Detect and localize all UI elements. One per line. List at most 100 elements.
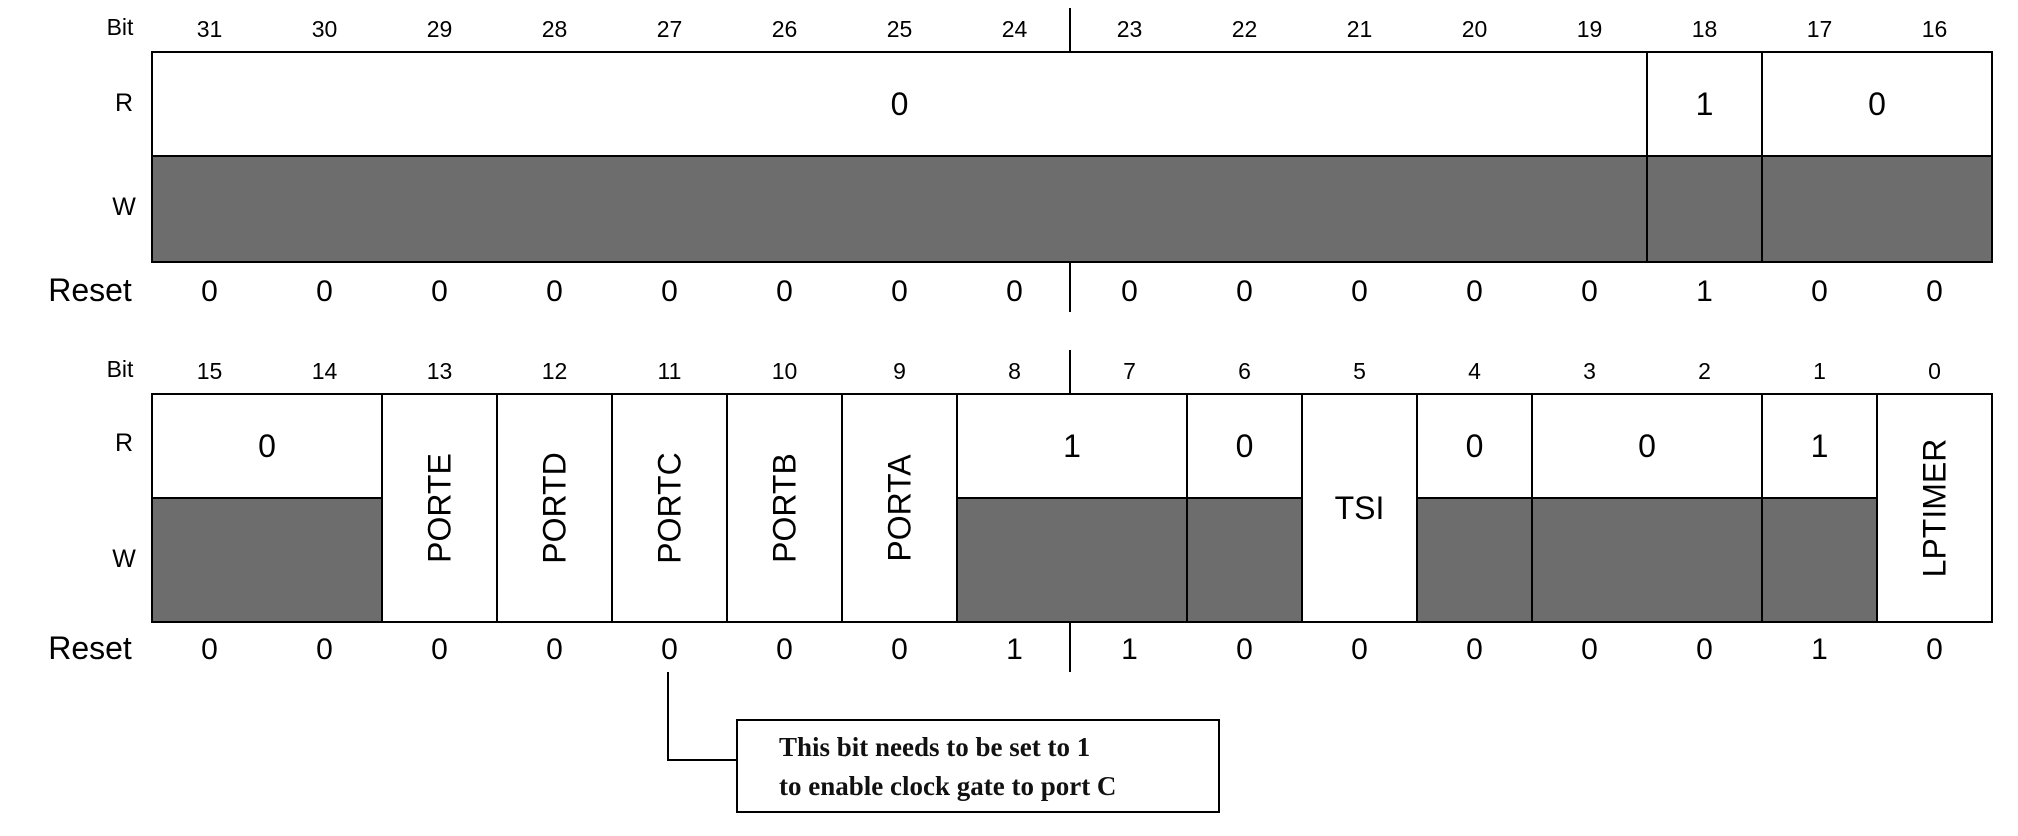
bit-number: 26 xyxy=(772,16,798,42)
reset-value: 1 xyxy=(1006,633,1023,666)
reset-value-row: 0 0 0 0 0 0 0 1 1 0 0 0 0 0 1 0 xyxy=(201,633,1943,666)
field-0: 0 xyxy=(1761,51,1993,263)
bit-number-row: 15 14 13 12 11 10 9 8 7 6 5 4 3 2 1 0 xyxy=(197,358,1941,384)
reset-value: 1 xyxy=(1696,275,1713,308)
field-portd: PORTD xyxy=(496,393,613,623)
field-tsi: TSI xyxy=(1301,393,1418,623)
reset-value: 0 xyxy=(1581,633,1598,666)
read-row-label: R xyxy=(115,89,133,117)
field-label: PORTB xyxy=(767,453,803,563)
field-cell-write-shaded xyxy=(1761,497,1878,623)
field-porte: PORTE xyxy=(381,393,498,623)
field-label: PORTD xyxy=(537,452,573,563)
bit-number-row: 31 30 29 28 27 26 25 24 23 22 21 20 19 18 17 16 xyxy=(197,16,1948,42)
bit-number: 3 xyxy=(1583,358,1596,384)
reset-value: 0 xyxy=(1811,275,1828,308)
field-cell-rw xyxy=(1876,393,1993,623)
bit-number: 31 xyxy=(197,16,223,42)
field-cell-rw xyxy=(726,393,843,623)
bit-number: 9 xyxy=(893,358,906,384)
field-row: 0 PORTE PORTD PORTC PORTB PORTA 1 0 TSI 0 0 1 LPTIME… xyxy=(151,393,1993,623)
reset-value: 0 xyxy=(316,633,333,666)
field-porta: PORTA xyxy=(841,393,958,623)
field-0: 0 xyxy=(1416,393,1533,623)
bit-number: 5 xyxy=(1353,358,1366,384)
bit-number: 7 xyxy=(1123,358,1136,384)
field-1: 1 xyxy=(1646,51,1763,263)
bit-number: 27 xyxy=(657,16,683,42)
reset-value: 0 xyxy=(776,275,793,308)
reset-value: 0 xyxy=(661,275,678,308)
reset-value: 0 xyxy=(661,633,678,666)
field-cell-read xyxy=(1761,51,1993,157)
bit-row-label: Bit xyxy=(107,356,134,382)
field-cell-write-shaded xyxy=(151,155,1648,263)
bit-number: 1 xyxy=(1813,358,1826,384)
field-label: 0 xyxy=(1236,428,1254,464)
bit-number: 10 xyxy=(772,358,798,384)
callout-connector xyxy=(667,672,737,761)
field-cell-read xyxy=(1531,393,1763,499)
bit-number: 18 xyxy=(1692,16,1718,42)
field-label: 1 xyxy=(1063,428,1081,464)
bit-number: 23 xyxy=(1117,16,1143,42)
bit-number: 11 xyxy=(658,358,682,384)
field-label: 1 xyxy=(1696,86,1714,122)
reset-value: 0 xyxy=(1236,633,1253,666)
bit-row-label: Bit xyxy=(107,14,134,40)
reset-value: 1 xyxy=(1811,633,1828,666)
field-lptimer: LPTIMER xyxy=(1876,393,1993,623)
reset-value: 0 xyxy=(1351,633,1368,666)
callout-line-1: This bit needs to be set to 1 xyxy=(779,732,1090,762)
bit-number: 19 xyxy=(1577,16,1603,42)
field-cell-write-shaded xyxy=(1531,497,1763,623)
reset-value: 0 xyxy=(891,275,908,308)
reset-row-label: Reset xyxy=(48,272,132,308)
field-1: 1 xyxy=(956,393,1188,623)
field-cell-rw xyxy=(841,393,958,623)
field-cell-write-shaded xyxy=(1646,155,1763,263)
field-cell-read xyxy=(1646,51,1763,157)
reset-value: 0 xyxy=(776,633,793,666)
bit-number: 25 xyxy=(887,16,913,42)
reset-value: 0 xyxy=(1351,275,1368,308)
field-label: 0 xyxy=(891,86,909,122)
bit-number: 30 xyxy=(312,16,338,42)
field-1: 1 xyxy=(1761,393,1878,623)
bit-number: 12 xyxy=(542,358,568,384)
field-label: TSI xyxy=(1335,490,1385,526)
reset-value: 0 xyxy=(431,275,448,308)
field-portc: PORTC xyxy=(611,393,728,623)
bit-number: 29 xyxy=(427,16,453,42)
field-row: 0 1 0 xyxy=(151,51,1993,263)
field-label: 0 xyxy=(258,428,276,464)
bit-number: 4 xyxy=(1468,358,1481,384)
reset-value: 0 xyxy=(316,275,333,308)
reset-value: 0 xyxy=(546,633,563,666)
field-label: 0 xyxy=(1466,428,1484,464)
reset-value: 0 xyxy=(891,633,908,666)
bit-number: 13 xyxy=(427,358,453,384)
bit-number: 22 xyxy=(1232,16,1258,42)
field-cell-write-shaded xyxy=(1761,155,1993,263)
callout-line-2: to enable clock gate to port C xyxy=(779,771,1116,801)
field-label: PORTA xyxy=(882,454,918,562)
read-row-label: R xyxy=(115,429,133,457)
bit-number: 8 xyxy=(1008,358,1021,384)
reset-value: 0 xyxy=(1926,275,1943,308)
reset-value: 0 xyxy=(546,275,563,308)
write-row-label: W xyxy=(112,545,136,573)
bit-number: 16 xyxy=(1922,16,1948,42)
field-0: 0 xyxy=(1531,393,1763,623)
field-cell-write-shaded xyxy=(151,497,383,623)
bit-number: 21 xyxy=(1347,16,1373,42)
field-cell-rw xyxy=(496,393,613,623)
field-label: 0 xyxy=(1638,428,1656,464)
reset-row-label: Reset xyxy=(48,630,132,666)
callout-box xyxy=(736,719,1220,813)
reset-value: 0 xyxy=(201,275,218,308)
reset-value: 0 xyxy=(1466,633,1483,666)
field-cell-read xyxy=(151,393,383,499)
reset-value: 0 xyxy=(431,633,448,666)
